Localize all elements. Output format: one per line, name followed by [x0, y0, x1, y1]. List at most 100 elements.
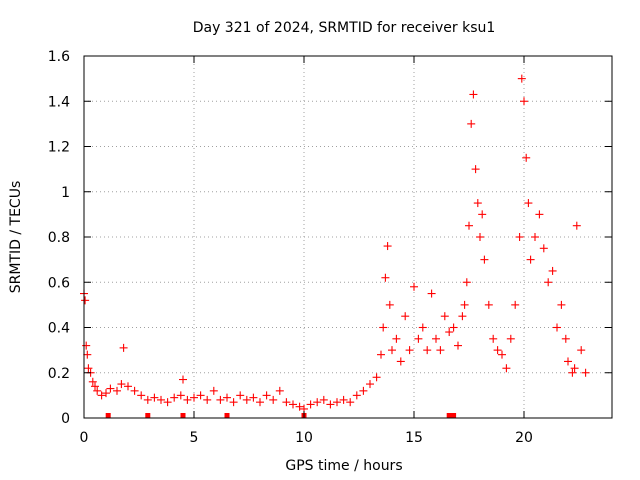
x-axis-label: GPS time / hours — [285, 458, 402, 474]
data-point — [282, 398, 291, 407]
y-axis-label: SRMTID / TECUs — [8, 181, 24, 294]
grid — [84, 56, 612, 418]
data-point — [359, 386, 368, 395]
y-tick-label: 1 — [61, 185, 70, 201]
data-point — [190, 393, 198, 402]
data-point — [465, 221, 473, 230]
data-point — [405, 346, 414, 355]
data-point — [113, 386, 121, 395]
data-point — [489, 334, 498, 343]
data-point — [460, 300, 469, 309]
data-point — [209, 386, 218, 395]
data-point — [535, 210, 544, 219]
data-point — [440, 312, 449, 321]
data-point — [289, 400, 297, 409]
data-point — [124, 382, 132, 391]
data-point — [97, 391, 106, 400]
data-point — [81, 296, 90, 305]
data-point — [372, 373, 381, 382]
y-tick-label: 0 — [61, 411, 70, 427]
data-point — [520, 97, 528, 106]
data-point — [480, 255, 489, 264]
data-point — [568, 368, 577, 377]
data-point — [557, 300, 566, 309]
data-point — [106, 384, 115, 393]
data-point — [269, 395, 278, 404]
data-point — [383, 242, 392, 251]
data-point — [216, 395, 225, 404]
data-point — [517, 74, 526, 83]
data-point — [295, 402, 304, 411]
data-point — [506, 334, 515, 343]
data-point — [561, 334, 570, 343]
data-point — [179, 375, 187, 384]
data-point — [469, 90, 478, 99]
data-point — [471, 165, 480, 174]
data-point — [515, 233, 524, 241]
data-point — [423, 346, 432, 355]
data-point — [176, 391, 185, 400]
data-point — [553, 323, 561, 332]
data-point — [476, 233, 484, 241]
data-point — [392, 334, 401, 343]
data-point — [502, 364, 511, 373]
data-point — [511, 300, 520, 309]
data-point — [522, 153, 531, 162]
data-point — [564, 357, 572, 366]
baseline-marker — [224, 413, 230, 418]
data-point — [242, 395, 251, 404]
data-point — [102, 389, 110, 398]
data-point — [572, 221, 581, 230]
data-point — [396, 357, 405, 366]
baseline-marker — [105, 413, 111, 418]
data-point — [581, 368, 590, 377]
data-point — [570, 364, 579, 373]
data-points — [80, 74, 590, 418]
data-point — [130, 386, 139, 395]
data-point — [223, 393, 231, 402]
data-point — [88, 377, 97, 386]
data-point — [445, 328, 454, 337]
data-point — [249, 393, 258, 402]
data-point — [473, 199, 482, 208]
y-tick-label: 1.2 — [48, 140, 70, 156]
data-point — [91, 382, 99, 391]
data-point — [410, 282, 418, 291]
data-point — [493, 346, 502, 355]
data-point — [526, 255, 535, 264]
data-point — [548, 266, 557, 275]
data-point — [427, 289, 436, 298]
data-point — [379, 323, 388, 332]
data-point — [381, 273, 390, 282]
data-point — [385, 300, 394, 309]
data-point — [229, 398, 238, 407]
x-tick-label: 10 — [295, 430, 313, 446]
data-point — [377, 350, 385, 359]
data-point — [531, 233, 539, 241]
data-point — [539, 244, 548, 253]
x-tick-label: 5 — [190, 430, 199, 446]
baseline-marker — [446, 413, 452, 418]
data-point — [275, 386, 284, 395]
data-point — [117, 380, 126, 389]
data-point — [319, 395, 328, 404]
data-point — [401, 312, 410, 321]
data-point — [256, 398, 264, 407]
data-point — [339, 395, 348, 404]
data-point — [306, 400, 315, 409]
data-point — [346, 398, 355, 407]
data-point — [449, 323, 458, 332]
data-point — [414, 334, 423, 343]
data-point — [313, 398, 322, 407]
chart-title: Day 321 of 2024, SRMTID for receiver ksu… — [193, 20, 496, 36]
data-point — [352, 391, 361, 400]
data-point — [418, 323, 427, 332]
data-point — [82, 341, 91, 350]
tick-labels: 0 5 10 15 20 0 0.2 0.4 0.6 0.8 1 1.2 1.4 1.6 — [48, 49, 533, 446]
data-point — [143, 395, 152, 404]
y-tick-label: 0.6 — [48, 275, 70, 291]
data-point — [150, 393, 159, 402]
data-point — [454, 341, 462, 350]
axis-ticks — [83, 55, 612, 419]
